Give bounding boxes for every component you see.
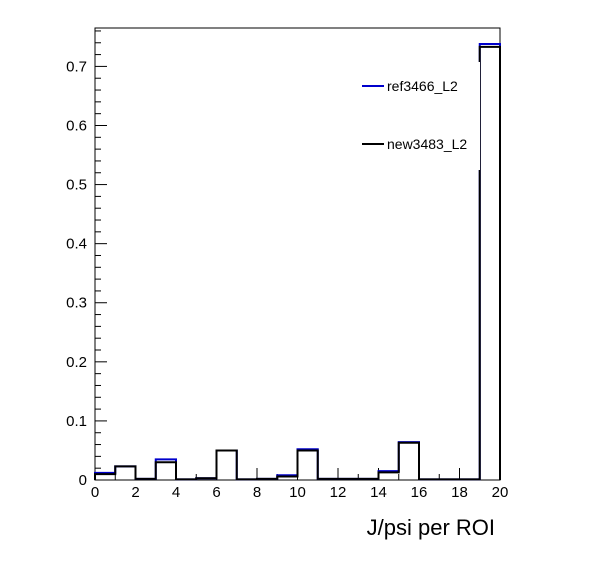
x-tick-label: 12	[330, 484, 347, 501]
y-tick-label: 0.7	[66, 58, 87, 75]
histogram-series-1	[94, 45, 501, 481]
y-tick-label: 0	[79, 472, 87, 489]
y-tick-label: 0.1	[66, 413, 87, 430]
x-tick-label: 6	[212, 484, 220, 501]
x-tick-label: 16	[411, 484, 428, 501]
legend: ref3466_L2 new3483_L2	[355, 62, 480, 170]
x-tick-label: 10	[289, 484, 306, 501]
legend-box	[355, 62, 480, 170]
y-tick-label: 0.2	[66, 354, 87, 371]
series-layer	[94, 42, 501, 481]
x-tick-label: 14	[370, 484, 387, 501]
y-tick-label: 0.4	[66, 236, 87, 253]
x-tick-label: 2	[131, 484, 139, 501]
x-tick-label: 8	[253, 484, 261, 501]
x-tick-label: 20	[492, 484, 509, 501]
y-tick-label: 0.5	[66, 177, 87, 194]
legend-label: ref3466_L2	[387, 78, 458, 94]
y-tick-label: 0.6	[66, 117, 87, 134]
x-tick-label: 0	[91, 484, 99, 501]
x-axis-title: J/psi per ROI	[367, 515, 495, 540]
x-tick-label: 4	[172, 484, 180, 501]
x-tick-label: 18	[451, 484, 468, 501]
y-tick-label: 0.3	[66, 295, 87, 312]
legend-label: new3483_L2	[387, 136, 467, 152]
